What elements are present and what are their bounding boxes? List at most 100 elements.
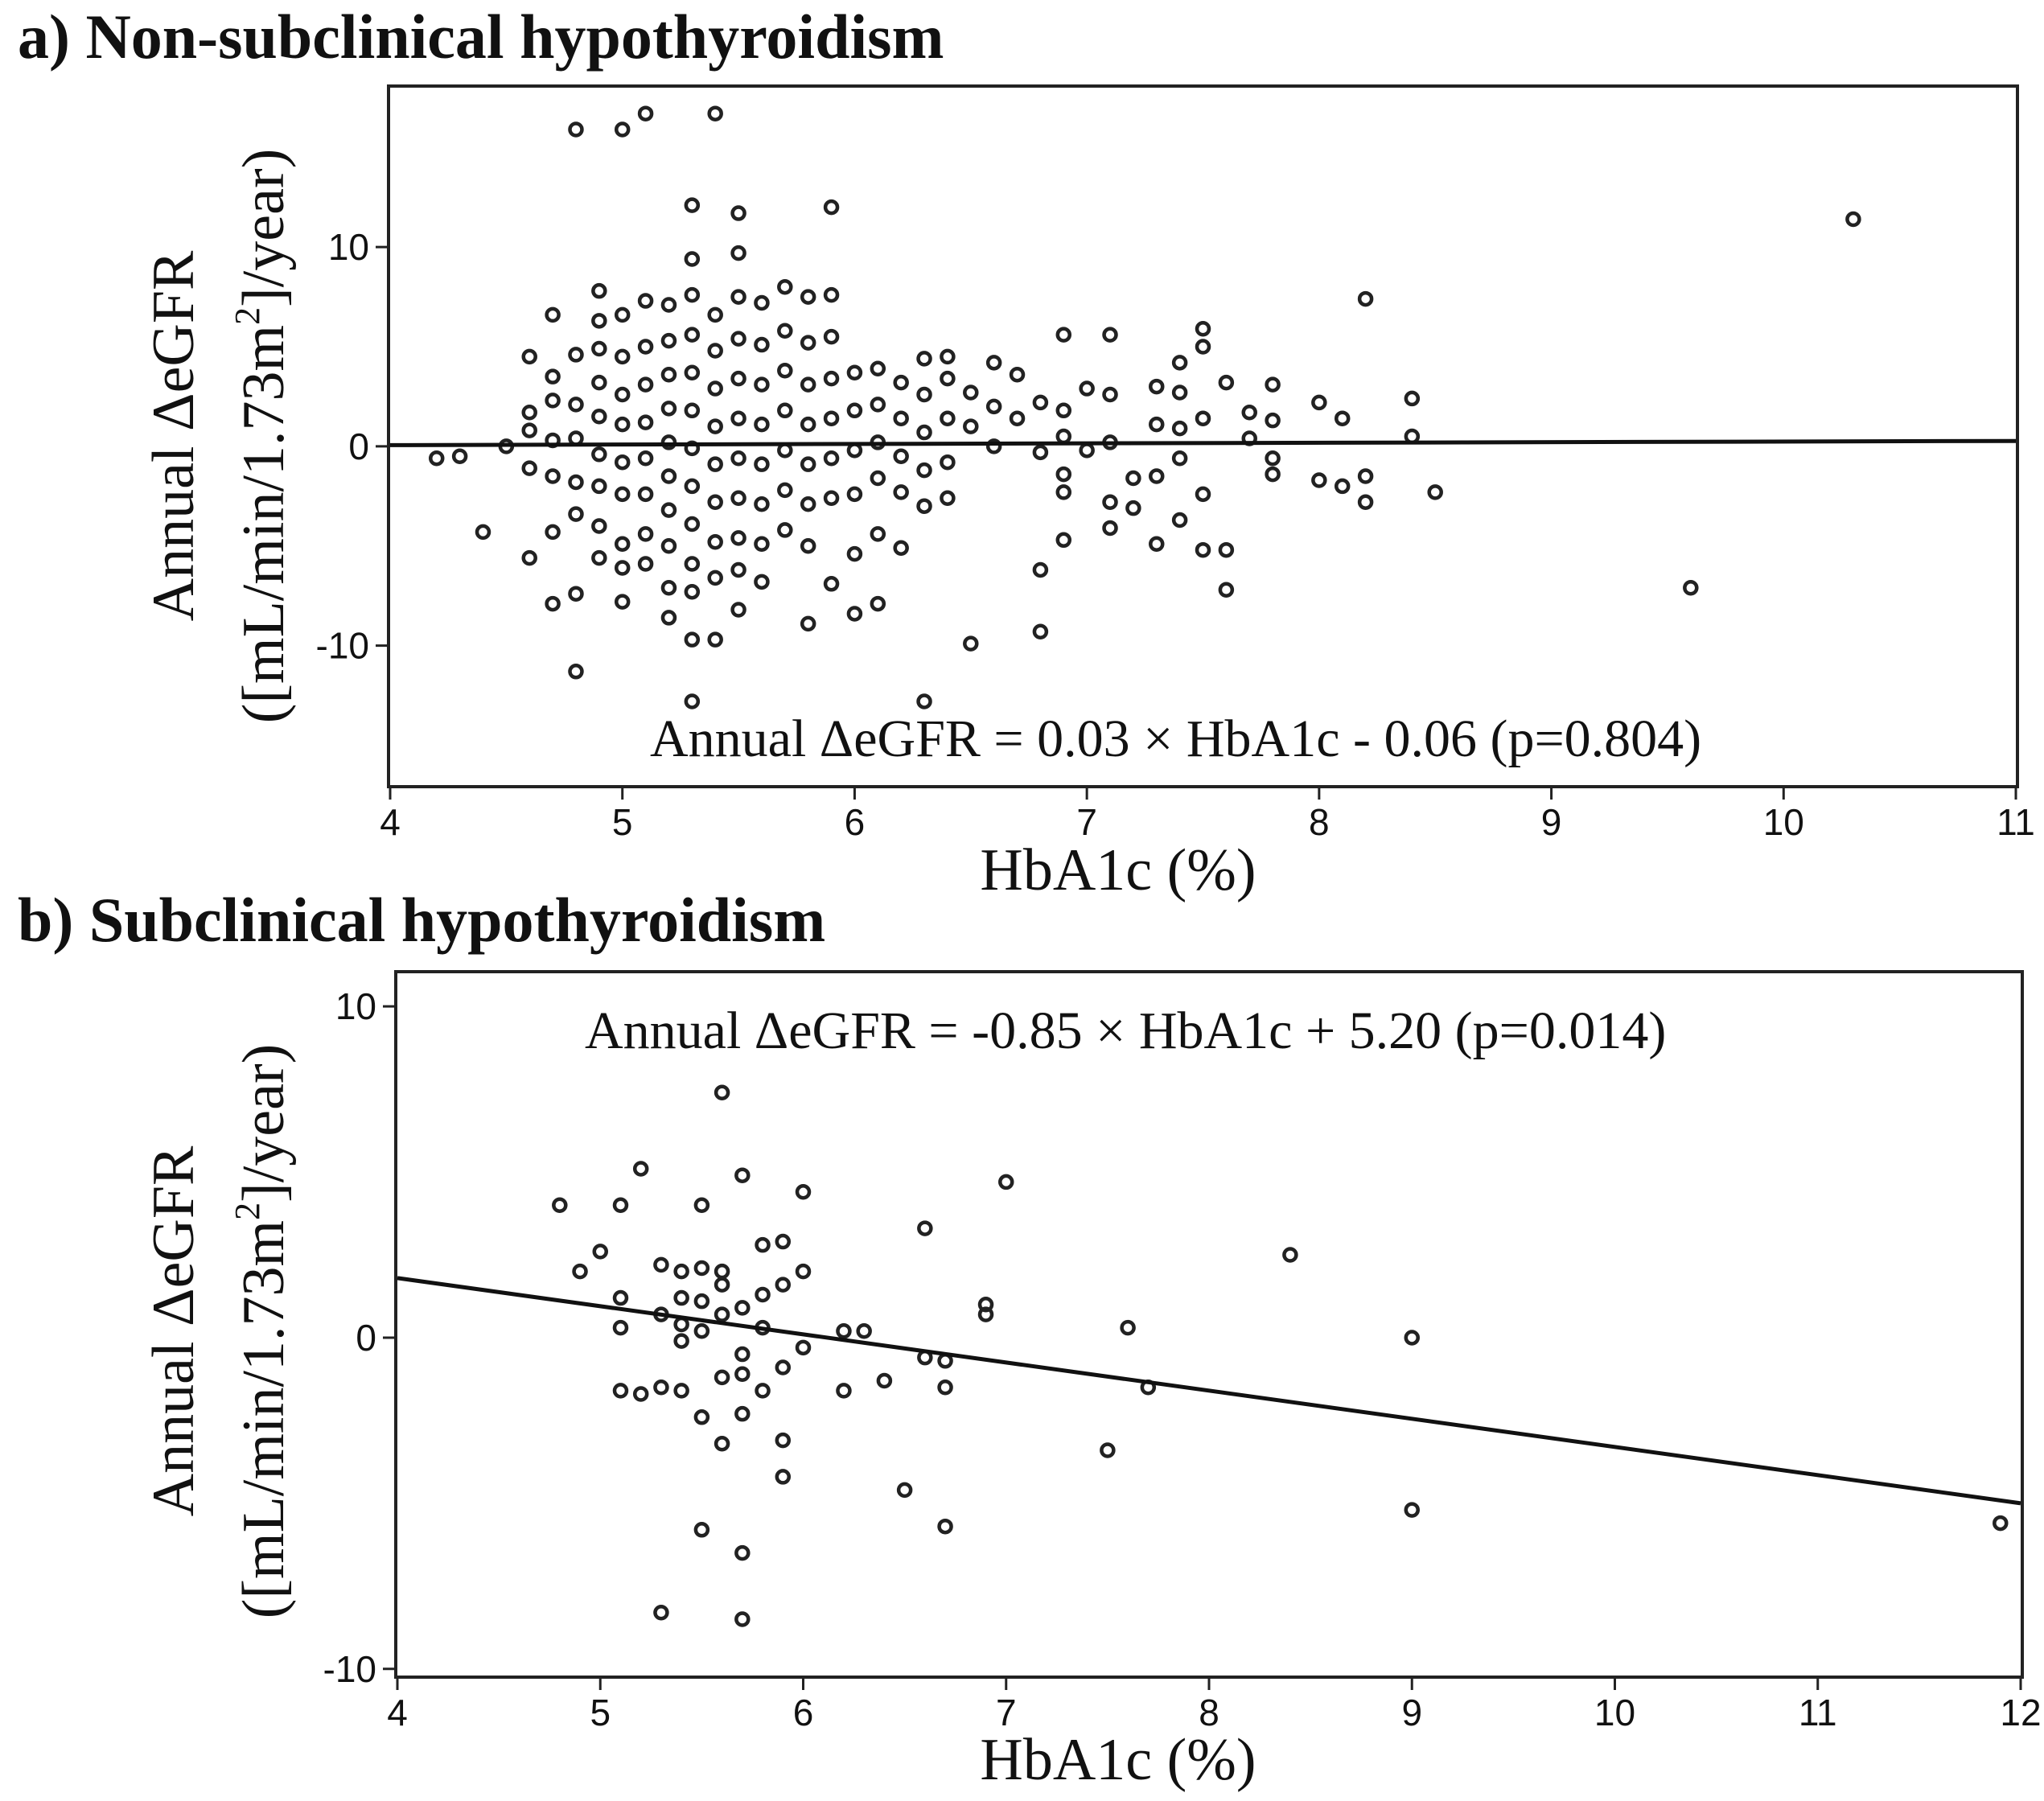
panel-a-data-point [614,121,631,138]
panel-a-data-point [660,468,677,484]
panel-a-data-point [568,664,584,680]
panel-a-data-point [1055,428,1072,445]
panel-a-data-point [1125,470,1141,487]
panel-a-data-point [916,693,932,709]
panel-a-data-point [614,486,631,503]
panel-a-data-point [893,374,909,391]
panel-a-data-point [754,336,770,353]
panel-a-points [428,105,1861,709]
panel-a-data-point [800,335,816,351]
panel-a-data-point [637,556,654,572]
panel-a-data-point [916,424,932,441]
panel-a-regression-line [389,438,2017,447]
panel-a-data-point [1195,541,1211,558]
panel-a-data-point [730,602,746,618]
panel-a-data-point [870,470,886,487]
panel-a-data-point [591,313,607,329]
panel-a-data-point [1032,444,1049,461]
panel-b-plot-frame [394,970,2024,1679]
panel-a-data-point [637,339,654,355]
panel-a-data-point [1149,536,1165,553]
panel-a-data-point [591,374,607,391]
panel-a-data-point [1195,320,1211,337]
panel-a-data-point [1055,466,1072,483]
panel-a-data-point [660,366,677,383]
panel-b-y-tick-label: 0 [356,1317,376,1359]
panel-a-data-point [684,327,701,343]
panel-b-data-point [734,1405,751,1422]
panel-a-data-point [1032,623,1049,640]
panel-a-data-point [846,545,863,562]
panel-a-data-point [823,450,840,467]
panel-a-data-point [545,468,561,484]
panel-a-data-point [754,495,770,512]
panel-b-x-tick-label: 9 [1401,1692,1422,1733]
panel-a-data-point [1055,402,1072,419]
panel-b-tick-labels: 4 5 6 7 8 9 10 11 12 -10 0 10 [323,985,2042,1733]
panel-a-data-point [1102,520,1118,537]
panel-b-x-tick-label: 11 [1799,1692,1837,1733]
panel-a-data-point [660,332,677,349]
panel-a-data-point [451,448,468,465]
panel-b-data-point [998,1174,1014,1190]
panel-b-data-point [714,1277,730,1293]
panel-a-data-point [846,442,863,458]
panel-a-data-point [637,105,654,121]
panel-a-data-point [591,408,607,425]
panel-a-data-point [1171,355,1188,371]
panel-b-data-point [856,1322,872,1339]
panel-a-data-point [568,474,584,491]
panel-a-data-point [660,297,677,313]
panel-a-data-point [870,526,886,542]
panel-a-data-point [660,580,677,596]
panel-a-x-tick-label: 10 [1763,801,1804,843]
panel-a-ylabel-units-b: ]/year) [231,149,297,307]
panel-a-data-point [823,490,840,507]
panel-b-data-point [693,1260,710,1277]
panel-a-data-point [1079,380,1095,397]
panel-b-data-point [795,1339,812,1356]
panel-b-data-point [734,1611,751,1627]
panel-a-ylabel-units-a: ([mL/min/1.73m [231,325,297,723]
panel-a-data-point [800,416,816,433]
panel-a-data-point [660,401,677,417]
panel-a-data-point [707,380,723,397]
panel-a-data-point [591,478,607,495]
panel-a-x-tick-label: 6 [845,801,866,843]
panel-b-data-point [673,1263,689,1280]
panel-a-data-point [475,524,491,541]
panel-b-data-point [876,1372,893,1389]
panel-b-data-point [937,1379,953,1396]
panel-a-data-point [800,537,816,554]
panel-b-data-point [673,1383,689,1399]
panel-b-data-point [693,1322,710,1339]
panel-b-data-point [775,1432,792,1449]
panel-a-data-point [1102,327,1118,343]
panel-a-y-tick-label: -10 [316,625,369,667]
panel-a-data-point [614,454,631,471]
panel-a-data-point [614,560,631,576]
panel-a-data-point [1171,384,1188,401]
panel-b-data-point [552,1197,568,1214]
panel-a-title: a) Non-subclinical hypothyroidism [18,2,944,72]
panel-b-data-point [917,1220,933,1236]
panel-b-y-axis-title-line1: Annual ΔeGFR [141,1145,207,1516]
panel-a-x-tick-label: 4 [380,801,401,843]
panel-a-data-point [684,556,701,572]
panel-a-data-point [707,306,723,323]
panel-a-x-tick-label: 9 [1541,801,1562,843]
panel-b-x-tick-label: 6 [793,1692,814,1733]
panel-a-data-point [1079,442,1095,458]
panel-a-data-point [637,293,654,309]
panel-a-data-point [777,482,793,499]
panel-a-data-point [684,286,701,303]
panel-a-data-point [614,416,631,433]
panel-a-data-point [754,536,770,553]
panel-b-data-point [673,1289,689,1306]
panel-b-data-point [836,1322,852,1339]
panel-a-x-axis-title: HbA1c (%) [980,837,1256,903]
panel-a-data-point [521,422,537,438]
panel-a-ticks [376,245,2017,800]
panel-a-y-tick-label: 0 [348,426,369,467]
panel-a-data-point [754,416,770,433]
